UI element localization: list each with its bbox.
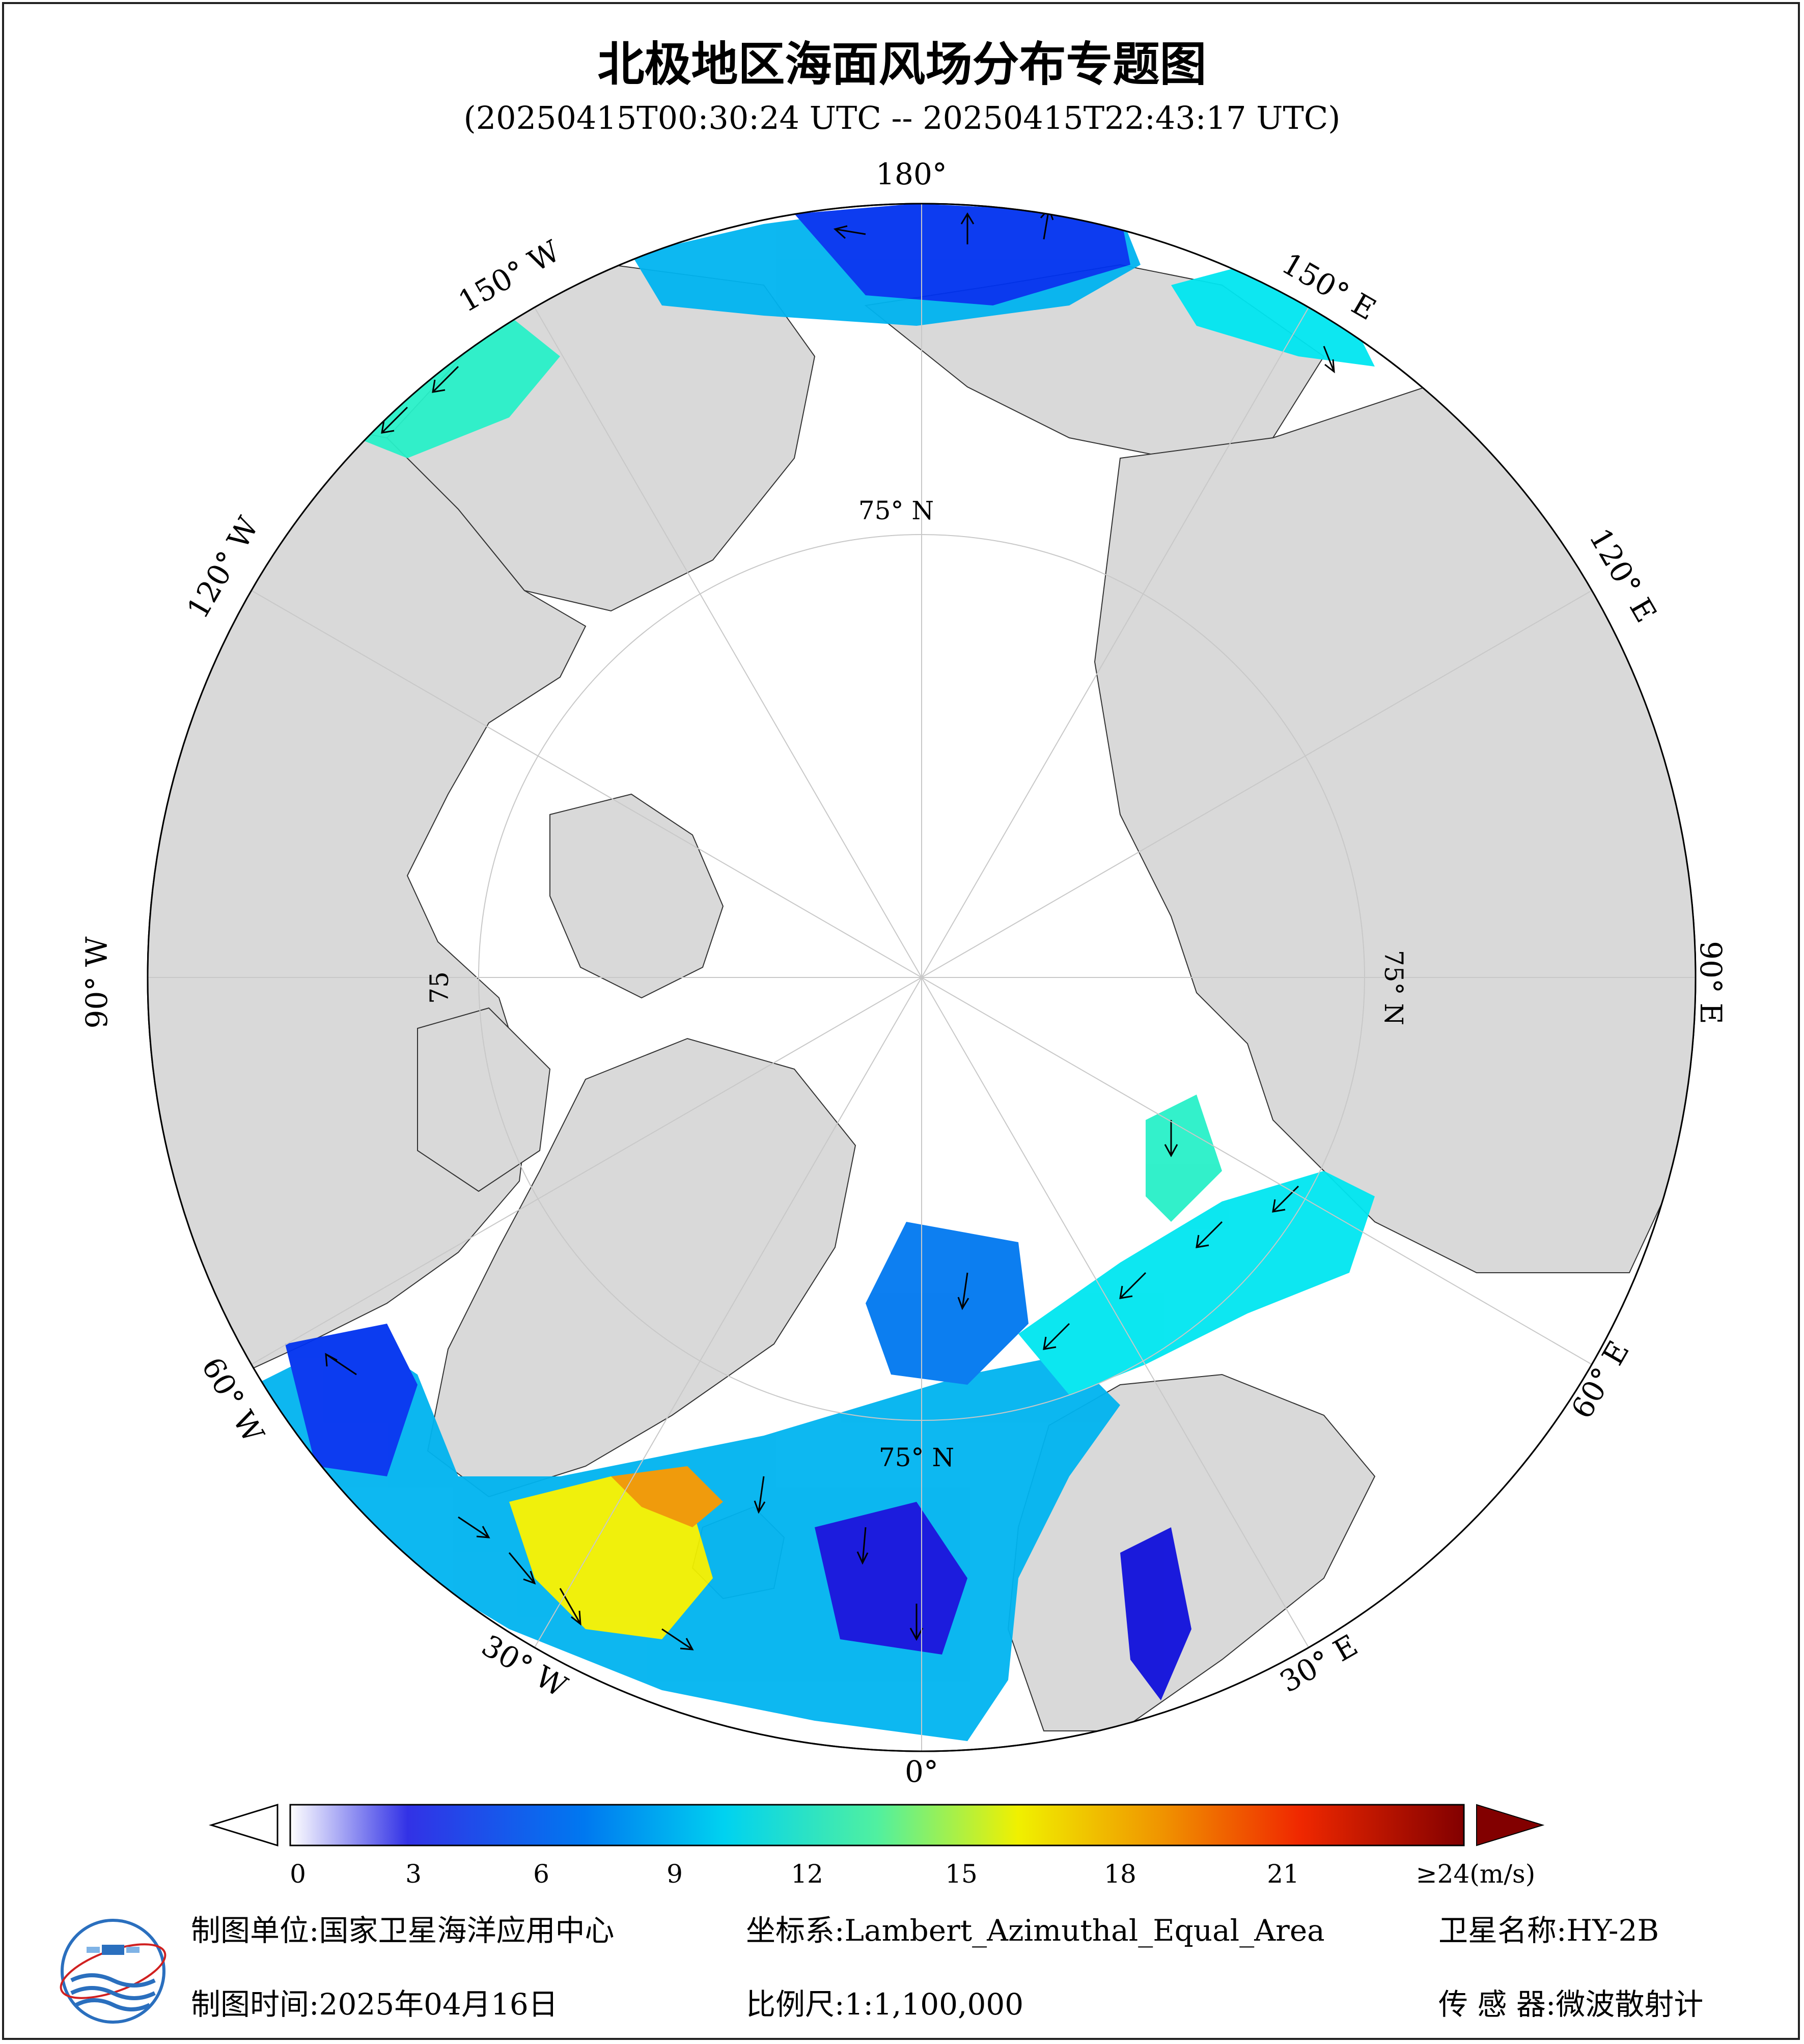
footer-crs-value: Lambert_Azimuthal_Equal_Area [844, 1913, 1325, 1948]
graticule [148, 204, 1696, 1751]
footer-unit-value: 国家卫星海洋应用中心 [319, 1913, 615, 1948]
swath-greenland-sea [866, 1222, 1029, 1385]
footer-date-label: 制图时间: [191, 1987, 319, 2022]
swath-okhotsk [1171, 265, 1375, 367]
land-arctic-islands [549, 793, 724, 999]
colorbar-tick: 12 [791, 1859, 823, 1889]
colorbar-tick: 21 [1267, 1859, 1299, 1889]
colorbar-ramp [289, 1804, 1465, 1846]
footer-crs: 坐标系:Lambert_Azimuthal_Equal_Area [746, 1907, 1325, 1949]
swath-norwegian-sea-blue [815, 1502, 967, 1655]
swath-labrador [285, 1324, 418, 1476]
footer-sensor: 传 感 器:微波散射计 [1438, 1980, 1703, 2023]
label-lon-0: 0° [905, 1754, 938, 1789]
colorbar-tick: 15 [945, 1859, 978, 1889]
label-lat-left: 75 [425, 971, 454, 1004]
footer-sensor-value: 微波散射计 [1556, 1987, 1704, 2022]
footer-scale: 比例尺:1:1,100,000 [746, 1980, 1023, 2023]
colorbar-tick: 6 [533, 1859, 549, 1889]
land-baffin-island [417, 1007, 551, 1192]
wind-swaths [255, 204, 1375, 1741]
label-lon-180: 180° [876, 157, 947, 191]
label-lon-90e: 90° E [1694, 941, 1728, 1024]
label-lat-right: 75° N [1379, 950, 1408, 1025]
colorbar: 0 3 6 9 12 15 18 21 ≥24(m/s) [208, 1803, 1545, 1889]
swath-bering-blue [794, 204, 1130, 305]
colorbar-tick: 9 [667, 1859, 683, 1889]
footer-unit: 制图单位:国家卫星海洋应用中心 [191, 1907, 615, 1949]
footer-sensor-label: 传 感 器: [1438, 1987, 1556, 2022]
footer-satellite-label: 卫星名称: [1438, 1913, 1567, 1948]
wind-arrows [325, 207, 1335, 1650]
colorbar-tick: 18 [1104, 1859, 1136, 1889]
footer-unit-label: 制图单位: [191, 1913, 319, 1948]
swath-barents [1018, 1171, 1375, 1395]
footer-satellite-value: HY-2B [1566, 1913, 1659, 1948]
footer-scale-label: 比例尺: [746, 1987, 845, 2022]
swath-aleutian [356, 316, 560, 458]
footer-scale-value: 1:1,100,000 [844, 1987, 1024, 2022]
map-subtitle: (20250415T00:30:24 UTC -- 20250415T22:43… [463, 99, 1341, 136]
swath-atlantic-hot [611, 1466, 723, 1527]
swath-atlantic-warm [509, 1476, 713, 1639]
map-border [147, 203, 1697, 1752]
map-title: 北极地区海面风场分布专题图 [597, 37, 1207, 92]
footer-date: 制图时间:2025年04月16日 [191, 1980, 558, 2023]
colorbar-tick: 0 [290, 1859, 306, 1889]
nsoas-logo [60, 1919, 166, 2024]
colorbar-tick: 3 [405, 1859, 422, 1889]
land-greenland [427, 1038, 856, 1498]
footer-satellite: 卫星名称:HY-2B [1438, 1907, 1659, 1949]
colorbar-min-triangle [208, 1803, 279, 1847]
footer-crs-label: 坐标系: [746, 1913, 845, 1948]
swath-kara [1146, 1095, 1222, 1222]
land-layer [148, 264, 1696, 1731]
colorbar-max-triangle [1476, 1804, 1545, 1846]
label-lat-bottom: 75° N [879, 1443, 954, 1472]
colorbar-tick: ≥24(m/s) [1416, 1859, 1535, 1889]
swath-baltic [1120, 1527, 1191, 1700]
label-lon-90w: 90° W [79, 936, 114, 1028]
footer-date-value: 2025年04月16日 [319, 1987, 558, 2022]
label-lat-top: 75° N [858, 496, 934, 525]
